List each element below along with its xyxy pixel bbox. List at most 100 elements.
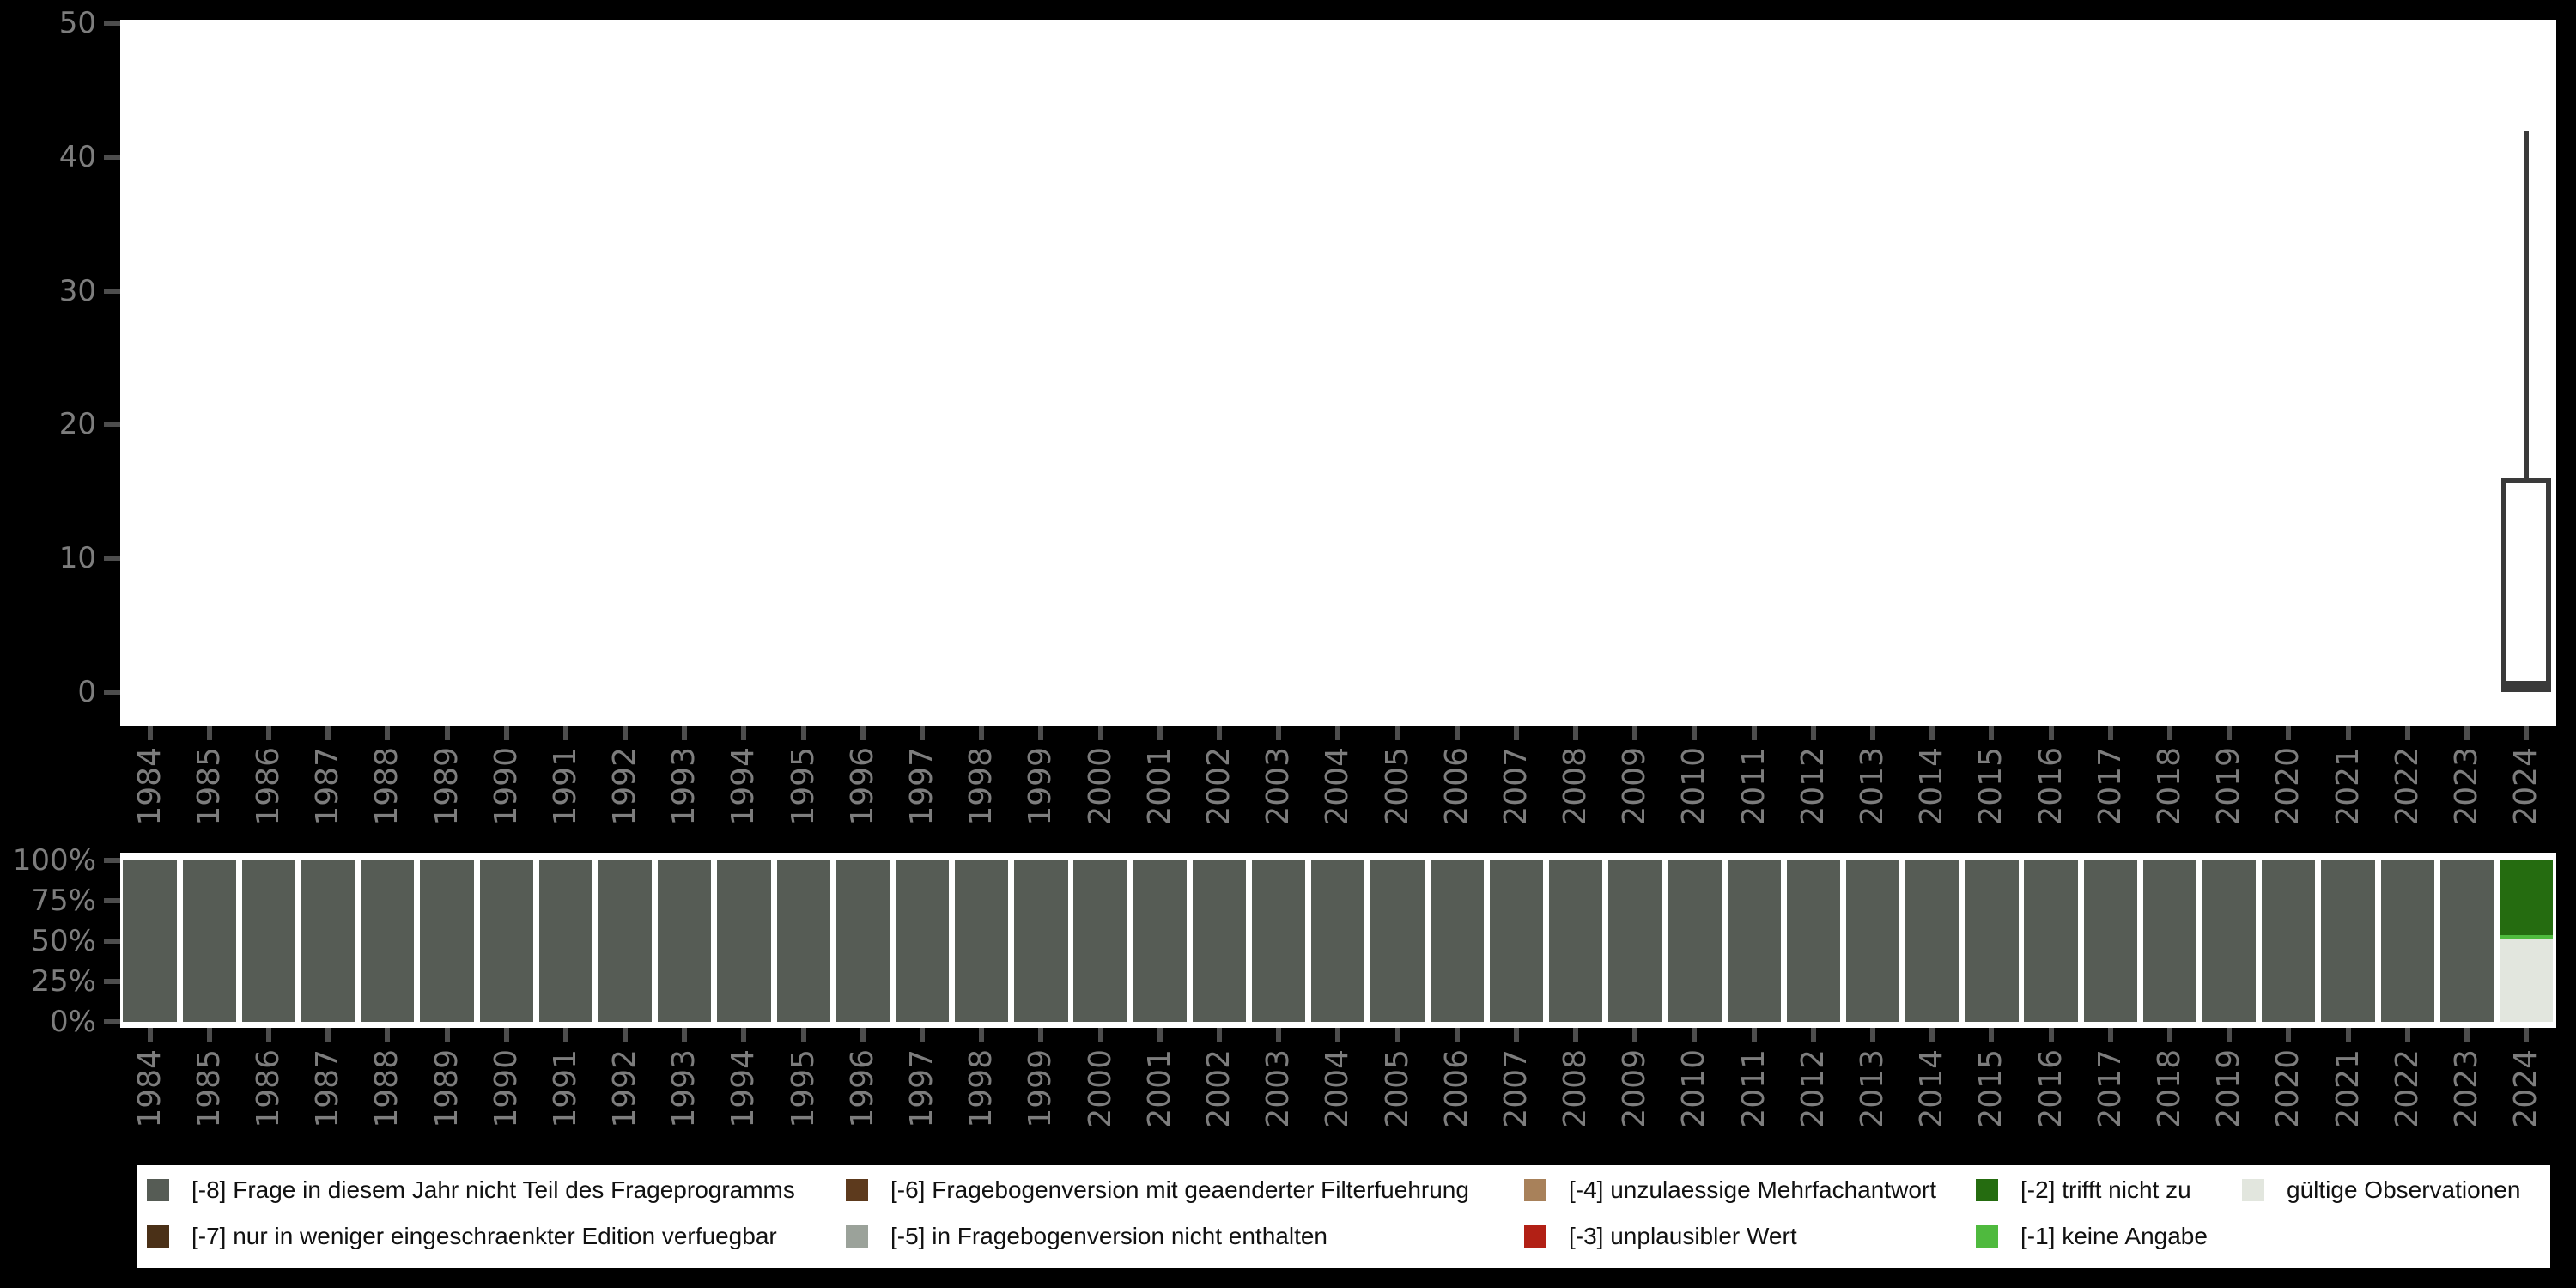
x-tick-mark	[1573, 1028, 1579, 1042]
x-tick-slot: 1995	[774, 1028, 833, 1148]
x-tick-mark	[1335, 1028, 1341, 1042]
x-tick-label: 1997	[904, 1049, 940, 1128]
bar-segment--8	[2083, 860, 2137, 1022]
x-tick-mark	[1751, 726, 1757, 740]
bar-2012	[1786, 860, 1840, 1022]
x-tick-label: 1994	[726, 747, 762, 826]
bar-segment-valid	[2499, 939, 2554, 1022]
x-tick-label: 2001	[1141, 1049, 1177, 1128]
x-tick-slot: 2006	[1427, 1028, 1486, 1148]
bar-segment--8	[1786, 860, 1840, 1022]
x-tick-slot: 2007	[1486, 726, 1546, 846]
x-tick-label: 1984	[131, 1049, 167, 1128]
x-tick-mark	[562, 1028, 568, 1042]
x-tick-mark	[444, 726, 450, 740]
x-tick-mark	[1632, 1028, 1638, 1042]
x-tick-label: 1990	[488, 1049, 524, 1128]
x-tick-slot: 1988	[358, 1028, 417, 1148]
x-tick-slot: 2008	[1546, 1028, 1606, 1148]
bar-slot-2015	[1962, 860, 2021, 1022]
x-tick-label: 1988	[369, 747, 405, 826]
x-tick-mark	[741, 726, 747, 740]
x-tick-label: 1991	[547, 747, 583, 826]
bar-1992	[598, 860, 653, 1022]
y-tick-mark	[104, 898, 120, 903]
x-tick-mark	[1751, 1028, 1757, 1042]
bar-segment--8	[1489, 860, 1544, 1022]
x-tick-label: 1997	[904, 747, 940, 826]
bar-2017	[2083, 860, 2137, 1022]
x-tick-mark	[503, 1028, 509, 1042]
legend-panel: [-8] Frage in diesem Jahr nicht Teil des…	[137, 1165, 2550, 1268]
bar-1988	[361, 860, 415, 1022]
x-tick-label: 1989	[428, 1049, 465, 1128]
x-tick-mark	[920, 1028, 926, 1042]
y-tick-mark	[104, 939, 120, 944]
bar-segment--8	[1192, 860, 1247, 1022]
bar-slot-2023	[2437, 860, 2496, 1022]
x-tick-label: 2009	[1617, 747, 1653, 826]
bar-segment--8	[2321, 860, 2375, 1022]
x-tick-mark	[2227, 1028, 2233, 1042]
x-tick-mark	[1870, 1028, 1876, 1042]
x-tick-slot: 2023	[2437, 1028, 2496, 1148]
x-tick-slot: 1991	[536, 726, 595, 846]
bar-2019	[2202, 860, 2257, 1022]
bar-segment--8	[1252, 860, 1306, 1022]
legend-label--2: [-2] trifft nicht zu	[2020, 1176, 2191, 1203]
x-tick-mark	[2404, 726, 2410, 740]
bar-slot-2002	[1189, 860, 1249, 1022]
legend-label--5: [-5] in Fragebogenversion nicht enthalte…	[890, 1223, 1327, 1249]
bar-segment--8	[2262, 860, 2316, 1022]
bar-slot-2024	[2497, 860, 2556, 1022]
x-tick-slot: 2021	[2318, 1028, 2378, 1148]
y-tick: 0%	[50, 1007, 120, 1036]
x-tick-mark	[206, 1028, 212, 1042]
bar-2000	[1073, 860, 1127, 1022]
bar-segment--8	[1548, 860, 1603, 1022]
x-tick-label: 1987	[310, 747, 346, 826]
bar-slot-1985	[179, 860, 239, 1022]
x-tick-slot: 1989	[417, 1028, 477, 1148]
boxplot-panel	[120, 20, 2556, 726]
x-tick-label: 2019	[2211, 747, 2247, 826]
x-tick-label: 1986	[250, 1049, 286, 1128]
bar-2022	[2380, 860, 2434, 1022]
x-tick-label: 1992	[607, 747, 643, 826]
x-tick-mark	[2286, 726, 2292, 740]
y-tick: 0	[77, 677, 120, 707]
legend-label--6: [-6] Fragebogenversion mit geaenderter F…	[890, 1176, 1469, 1203]
bar-segment--8	[361, 860, 415, 1022]
y-tick-label: 10	[58, 541, 96, 576]
x-tick-mark	[1810, 1028, 1816, 1042]
x-tick-mark	[1454, 1028, 1460, 1042]
x-tick-mark	[1810, 726, 1816, 740]
x-tick-label: 2005	[1379, 1049, 1415, 1128]
bar-slot-1998	[952, 860, 1012, 1022]
x-tick-label: 2006	[1438, 1049, 1474, 1128]
y-tick-mark	[104, 979, 120, 984]
y-tick-label: 40	[58, 139, 96, 174]
bar-slot-2013	[1843, 860, 1902, 1022]
bar-segment--8	[895, 860, 950, 1022]
x-tick-slot: 2012	[1783, 726, 1843, 846]
bar-1999	[1014, 860, 1068, 1022]
bar-slot-2009	[1606, 860, 1665, 1022]
x-tick-mark	[860, 726, 866, 740]
bar-2008	[1548, 860, 1603, 1022]
x-tick-slot: 1994	[714, 1028, 774, 1148]
x-tick-slot: 1984	[120, 1028, 179, 1148]
x-tick-label: 2007	[1498, 747, 1534, 826]
x-tick-slot: 2015	[1962, 726, 2021, 846]
x-tick-slot: 1994	[714, 726, 774, 846]
legend-item--6: [-6] Fragebogenversion mit geaenderter F…	[846, 1178, 1469, 1202]
x-tick-slot: 2019	[2200, 1028, 2259, 1148]
x-tick-mark	[1216, 726, 1222, 740]
x-tick-mark	[1335, 726, 1341, 740]
bar-slot-2017	[2081, 860, 2140, 1022]
x-tick-mark	[325, 1028, 331, 1042]
x-tick-slot: 2008	[1546, 726, 1606, 846]
legend-swatch--3	[1524, 1225, 1546, 1248]
bar-segment--8	[420, 860, 474, 1022]
bar-slot-1992	[596, 860, 655, 1022]
